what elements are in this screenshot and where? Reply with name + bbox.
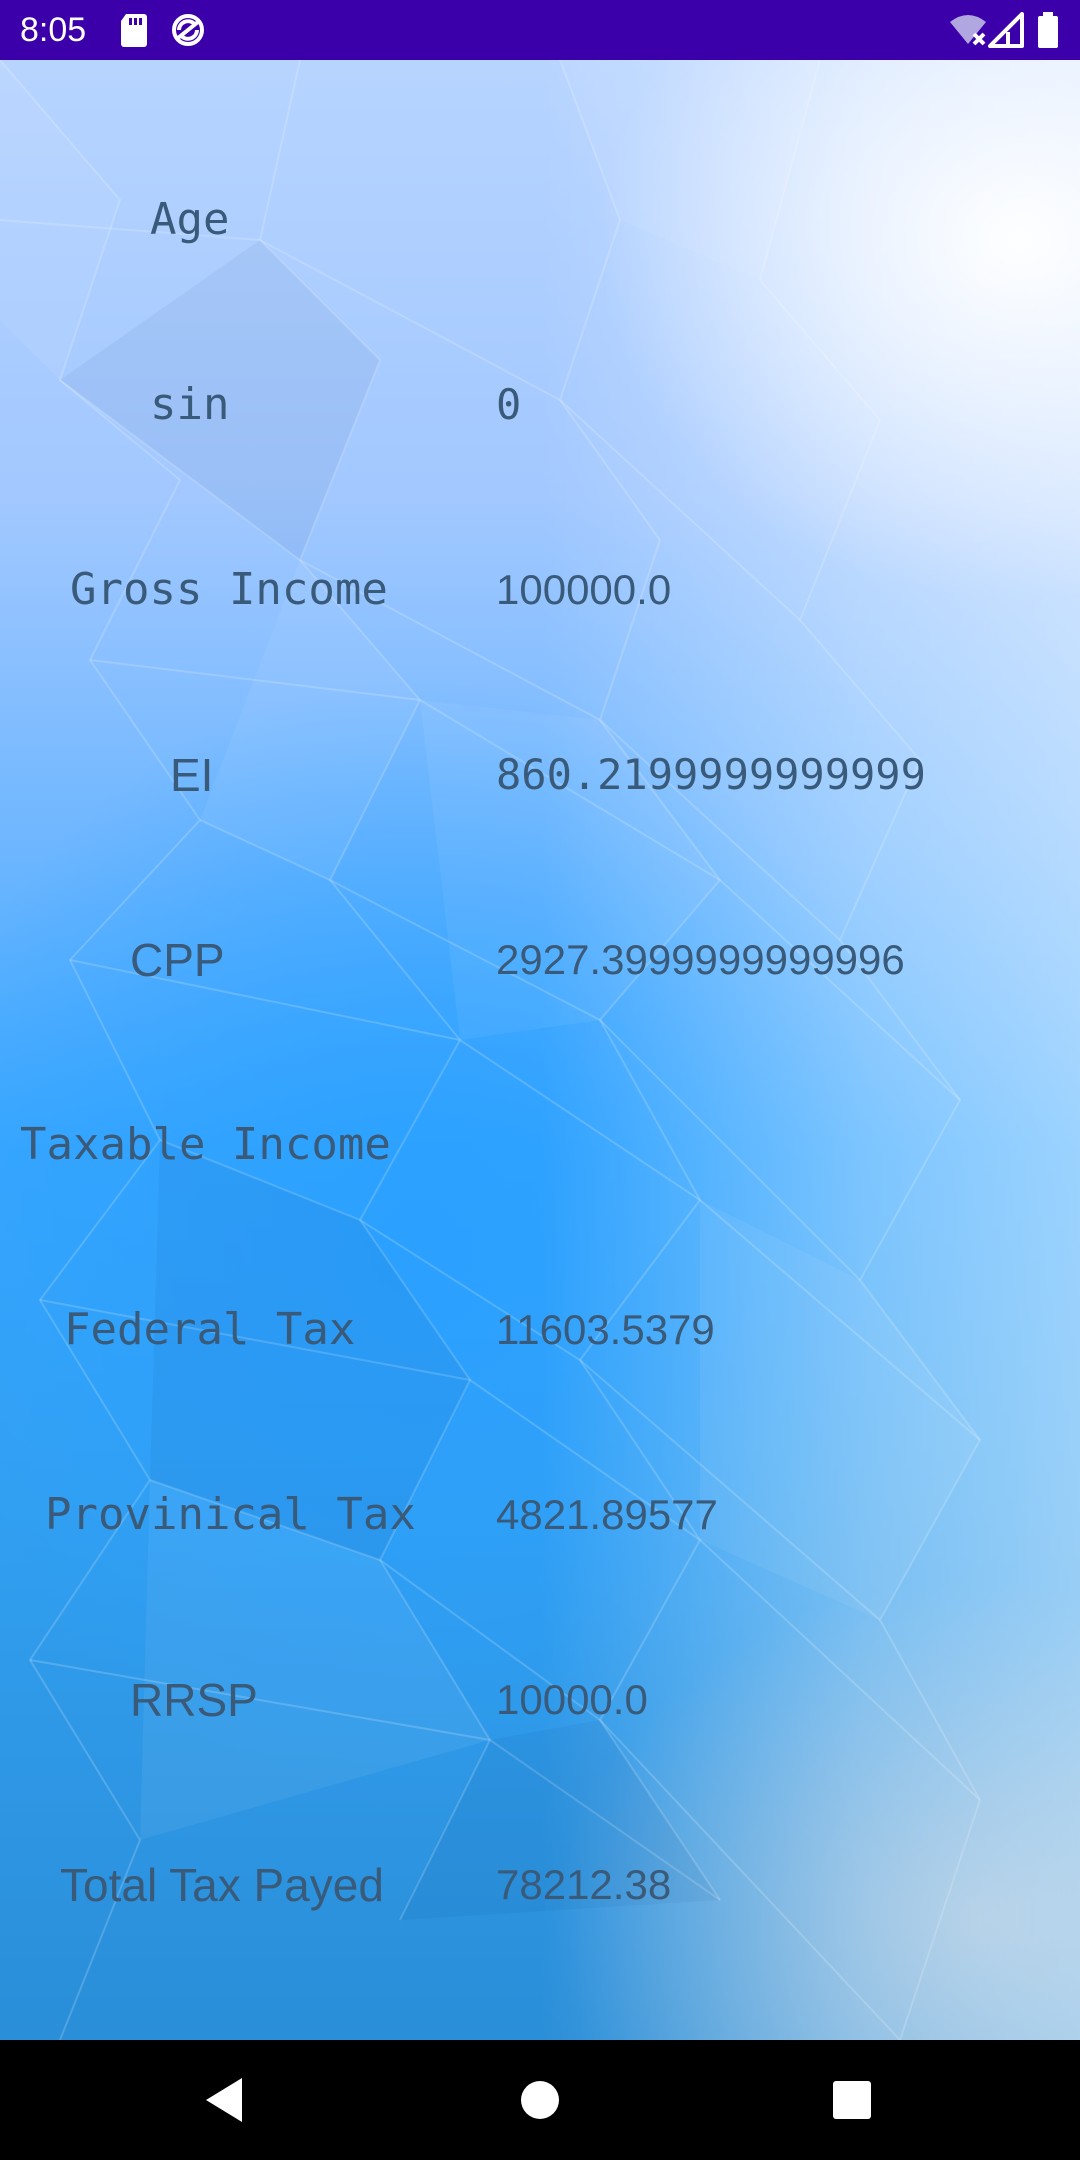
- field-row-rrsp: RRSP 10000.0: [0, 1670, 1080, 1750]
- navigation-bar: [0, 2040, 1080, 2160]
- value-federal-tax[interactable]: 11603.5379: [496, 1306, 715, 1353]
- polygon-background: [0, 60, 982, 2040]
- status-bar: 8:05: [0, 0, 1080, 60]
- field-row-ei: EI 860.2199999999999: [0, 745, 1080, 825]
- battery-icon: [1038, 12, 1058, 48]
- back-icon[interactable]: [196, 2070, 256, 2130]
- field-row-cpp: CPP 2927.3999999999996: [0, 930, 1080, 1010]
- field-row-gross-income: Gross Income 100000.0: [0, 560, 1080, 640]
- background-gradient: [0, 60, 1080, 2040]
- value-provincial-tax[interactable]: 4821.89577: [496, 1491, 718, 1538]
- field-row-age: Age: [0, 190, 1080, 270]
- label-provincial-tax: Provinical Tax: [45, 1489, 416, 1540]
- label-ei: EI: [170, 749, 214, 801]
- sd-card-icon: [121, 14, 147, 47]
- field-row-provincial-tax: Provinical Tax 4821.89577: [0, 1485, 1080, 1565]
- value-total-tax-payed[interactable]: 78212.38: [496, 1861, 672, 1908]
- value-gross-income[interactable]: 100000.0: [496, 566, 672, 613]
- value-rrsp[interactable]: 10000.0: [496, 1676, 648, 1723]
- label-age: Age: [150, 194, 230, 245]
- status-time: 8:05: [20, 11, 87, 49]
- field-row-taxable-income: Taxable Income: [0, 1115, 1080, 1195]
- tax-summary-screen: Age sin 0 Gross Income 100000.0 EI 860.2…: [0, 60, 1080, 2040]
- field-row-total-tax-payed: Total Tax Payed 78212.38: [0, 1855, 1080, 1935]
- label-rrsp: RRSP: [130, 1674, 258, 1726]
- sync-icon: [172, 14, 204, 46]
- label-sin: sin: [150, 379, 230, 430]
- label-federal-tax: Federal Tax: [64, 1304, 356, 1355]
- home-icon[interactable]: [510, 2070, 570, 2130]
- value-cpp[interactable]: 2927.3999999999996: [496, 936, 905, 983]
- label-cpp: CPP: [130, 934, 225, 986]
- recents-icon[interactable]: [822, 2070, 882, 2130]
- value-sin[interactable]: 0: [496, 380, 522, 429]
- label-taxable-income: Taxable Income: [20, 1119, 391, 1170]
- signal-icon: [988, 12, 1024, 48]
- wifi-off-icon: [950, 15, 986, 46]
- field-row-federal-tax: Federal Tax 11603.5379: [0, 1300, 1080, 1380]
- label-total-tax-payed: Total Tax Payed: [60, 1859, 384, 1911]
- value-ei[interactable]: 860.2199999999999: [496, 750, 926, 799]
- field-row-sin: sin 0: [0, 375, 1080, 455]
- label-gross-income: Gross Income: [70, 564, 388, 615]
